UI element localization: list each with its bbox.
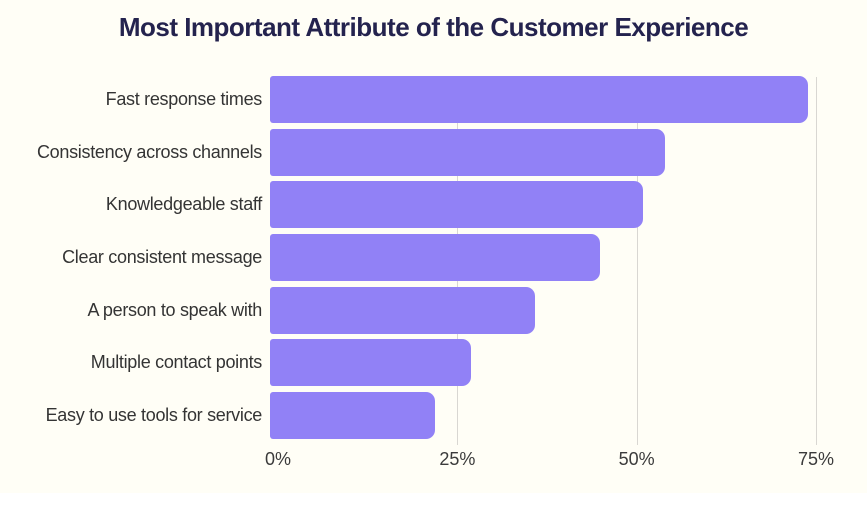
x-tick-label: 0%: [264, 449, 292, 469]
category-label: A person to speak with: [87, 299, 262, 320]
bar-row: A person to speak with: [0, 284, 839, 337]
bar: [270, 128, 665, 176]
bar-row: Easy to use tools for service: [0, 389, 839, 442]
bar-rows: Fast response times Consistency across ch…: [0, 73, 839, 442]
bar-row: Clear consistent message: [0, 231, 839, 284]
category-label: Fast response times: [105, 88, 263, 109]
bar-row: Multiple contact points: [0, 336, 839, 389]
x-tick-label: 25%: [439, 449, 476, 469]
bar: [270, 233, 600, 281]
bar: [270, 75, 808, 123]
bar: [270, 181, 643, 229]
x-tick-label: 50%: [618, 449, 655, 469]
bar: [270, 339, 471, 387]
x-axis: 0% 25% 50% 75%: [0, 449, 867, 473]
chart-canvas: Most Important Attribute of the Customer…: [0, 12, 867, 473]
gridline-50%: [636, 77, 638, 445]
bar-row: Knowledgeable staff: [0, 178, 839, 231]
bar: [270, 391, 435, 439]
bar-row: Fast response times: [0, 73, 839, 126]
category-label: Clear consistent message: [62, 246, 262, 267]
category-label: Consistency across channels: [36, 141, 262, 162]
gridline-75%: [816, 77, 817, 445]
chart-title: Most Important Attribute of the Customer…: [118, 12, 749, 42]
category-label: Easy to use tools for service: [45, 404, 263, 425]
category-label: Knowledgeable staff: [105, 194, 262, 215]
bar-row: Consistency across channels: [0, 126, 839, 179]
bar: [270, 286, 536, 334]
category-label: Multiple contact points: [90, 352, 263, 373]
x-tick-label: 75%: [797, 449, 835, 469]
